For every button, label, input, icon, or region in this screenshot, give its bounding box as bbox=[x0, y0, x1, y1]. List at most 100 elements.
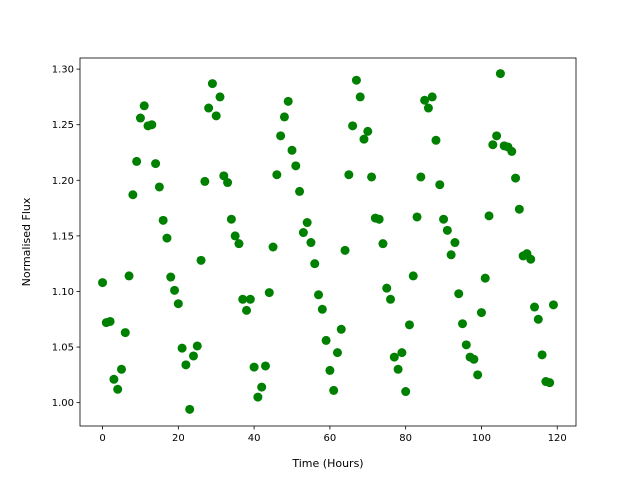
x-tick-label: 0 bbox=[99, 433, 105, 444]
point bbox=[302, 218, 312, 228]
point bbox=[420, 95, 430, 105]
point bbox=[276, 131, 286, 141]
point bbox=[242, 305, 252, 315]
point bbox=[264, 288, 274, 298]
point bbox=[128, 190, 138, 200]
point bbox=[507, 146, 517, 156]
y-tick-label: 1.30 bbox=[52, 65, 74, 76]
point bbox=[234, 239, 244, 249]
point bbox=[363, 126, 373, 136]
x-tick-label: 40 bbox=[248, 433, 261, 444]
point bbox=[321, 335, 331, 345]
point bbox=[120, 328, 130, 338]
point bbox=[295, 186, 305, 196]
point bbox=[204, 103, 214, 113]
point bbox=[207, 79, 217, 89]
point bbox=[461, 340, 471, 350]
point bbox=[314, 290, 324, 300]
point bbox=[226, 214, 236, 224]
point bbox=[473, 370, 483, 380]
point bbox=[188, 351, 198, 361]
point bbox=[439, 214, 449, 224]
point bbox=[306, 238, 316, 248]
point bbox=[287, 145, 297, 155]
point bbox=[113, 384, 123, 394]
point bbox=[310, 259, 320, 269]
x-tick-label: 100 bbox=[472, 433, 491, 444]
point bbox=[215, 92, 225, 102]
point bbox=[317, 304, 327, 314]
point bbox=[454, 289, 464, 299]
point bbox=[404, 320, 414, 330]
point bbox=[249, 362, 259, 372]
point bbox=[329, 385, 339, 395]
point bbox=[548, 300, 558, 310]
point bbox=[272, 170, 282, 180]
point bbox=[177, 343, 187, 353]
point bbox=[253, 392, 263, 402]
point bbox=[423, 103, 433, 113]
point bbox=[344, 170, 354, 180]
point bbox=[200, 176, 210, 186]
point bbox=[397, 348, 407, 358]
y-tick-label: 1.00 bbox=[52, 398, 74, 409]
point bbox=[238, 294, 248, 304]
point bbox=[533, 314, 543, 324]
point bbox=[223, 178, 233, 188]
point bbox=[495, 69, 505, 79]
x-axis-label: Time (Hours) bbox=[291, 457, 363, 470]
point bbox=[219, 171, 229, 181]
point bbox=[348, 121, 358, 131]
point bbox=[367, 172, 377, 182]
point bbox=[257, 382, 267, 392]
point bbox=[359, 134, 369, 144]
point bbox=[166, 272, 176, 282]
y-axis-label: Normalised Flux bbox=[20, 197, 33, 286]
point bbox=[401, 387, 411, 397]
point bbox=[173, 299, 183, 309]
point bbox=[325, 365, 335, 375]
point bbox=[279, 112, 289, 122]
point bbox=[151, 159, 161, 169]
point bbox=[526, 254, 536, 264]
point bbox=[416, 172, 426, 182]
point bbox=[458, 319, 468, 329]
point bbox=[192, 341, 202, 351]
point bbox=[132, 156, 142, 166]
y-tick-label: 1.05 bbox=[52, 343, 74, 354]
point bbox=[545, 378, 555, 388]
point bbox=[230, 231, 240, 241]
point bbox=[476, 308, 486, 318]
axes-frame bbox=[79, 57, 577, 427]
point bbox=[351, 75, 361, 85]
point bbox=[408, 271, 418, 281]
point bbox=[260, 361, 270, 371]
point bbox=[291, 161, 301, 171]
point bbox=[484, 211, 494, 221]
point bbox=[435, 180, 445, 190]
point bbox=[393, 364, 403, 374]
point bbox=[514, 204, 524, 214]
point bbox=[116, 364, 126, 374]
point bbox=[98, 278, 108, 288]
point bbox=[245, 294, 255, 304]
x-tick-label: 60 bbox=[324, 433, 337, 444]
point bbox=[283, 96, 293, 106]
point bbox=[139, 101, 149, 111]
point bbox=[378, 239, 388, 249]
point bbox=[109, 374, 119, 384]
point bbox=[469, 354, 479, 364]
point bbox=[170, 285, 180, 295]
point bbox=[147, 120, 157, 130]
point bbox=[105, 316, 115, 326]
point bbox=[181, 360, 191, 370]
point bbox=[268, 242, 278, 252]
point bbox=[135, 113, 145, 123]
point bbox=[196, 255, 206, 265]
point bbox=[298, 228, 308, 238]
point bbox=[154, 182, 164, 192]
point bbox=[492, 131, 502, 141]
point bbox=[530, 302, 540, 312]
point bbox=[374, 214, 384, 224]
